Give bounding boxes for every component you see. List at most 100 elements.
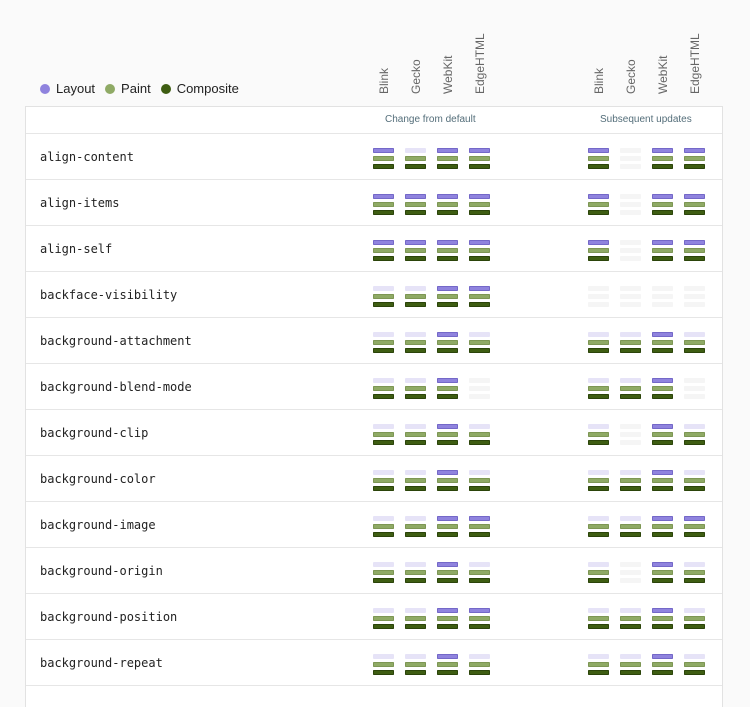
composite-bar (469, 394, 490, 399)
paint-bar (684, 478, 705, 483)
paint-bar (620, 294, 641, 299)
legend-item-layout: Layout (40, 81, 95, 96)
support-cell-subsequent-edgehtml (684, 194, 705, 215)
layout-bar (405, 286, 426, 291)
layout-bar (405, 562, 426, 567)
paint-bar (437, 616, 458, 621)
composite-bar (620, 624, 641, 629)
layout-bar (373, 378, 394, 383)
paint-bar (373, 340, 394, 345)
layout-bar (620, 148, 641, 153)
composite-bar (469, 486, 490, 491)
paint-bar (469, 570, 490, 575)
support-cell-subsequent-gecko (620, 516, 641, 537)
support-cell-change-edgehtml (469, 286, 490, 307)
layout-bar (684, 240, 705, 245)
composite-bar (684, 532, 705, 537)
composite-bar (469, 348, 490, 353)
support-cell-subsequent-blink (588, 654, 609, 675)
support-cell-subsequent-blink (588, 240, 609, 261)
support-cell-subsequent-gecko (620, 608, 641, 629)
composite-bar (373, 440, 394, 445)
composite-bar (588, 532, 609, 537)
support-cell-subsequent-webkit (652, 378, 673, 399)
support-cell-change-gecko (405, 516, 426, 537)
composite-bar (684, 302, 705, 307)
layout-bar (652, 194, 673, 199)
paint-bar (437, 432, 458, 437)
paint-bar (437, 524, 458, 529)
support-cell-change-gecko (405, 562, 426, 583)
layout-bar (469, 654, 490, 659)
composite-bar (437, 394, 458, 399)
layout-bar (437, 516, 458, 521)
paint-bar (684, 386, 705, 391)
layout-bar (437, 332, 458, 337)
paint-bar (588, 340, 609, 345)
support-cell-subsequent-blink (588, 194, 609, 215)
support-cell-subsequent-webkit (652, 286, 673, 307)
composite-bar (405, 624, 426, 629)
support-cell-change-edgehtml (469, 332, 490, 353)
composite-bar (652, 302, 673, 307)
layout-bar (588, 240, 609, 245)
paint-bar (652, 570, 673, 575)
composite-bar (588, 164, 609, 169)
support-cell-subsequent-gecko (620, 332, 641, 353)
composite-bar (652, 624, 673, 629)
paint-bar (588, 524, 609, 529)
layout-bar (469, 562, 490, 567)
layout-bar (469, 286, 490, 291)
property-name: background-origin (40, 564, 163, 578)
paint-bar (405, 478, 426, 483)
layout-bar (684, 562, 705, 567)
composite-bar (684, 256, 705, 261)
support-cell-change-edgehtml (469, 148, 490, 169)
support-cell-subsequent-blink (588, 470, 609, 491)
composite-bar (373, 624, 394, 629)
composite-bar (469, 624, 490, 629)
composite-bar (405, 394, 426, 399)
layout-bar (684, 332, 705, 337)
composite-bar (373, 302, 394, 307)
paint-bar (373, 570, 394, 575)
layout-bar (684, 470, 705, 475)
paint-bar (588, 432, 609, 437)
composite-bar (588, 394, 609, 399)
composite-bar (373, 578, 394, 583)
paint-bar (437, 248, 458, 253)
support-cell-change-gecko (405, 654, 426, 675)
support-cell-subsequent-blink (588, 148, 609, 169)
composite-bar (437, 670, 458, 675)
paint-bar (588, 570, 609, 575)
layout-bar (620, 240, 641, 245)
composite-bar (437, 348, 458, 353)
paint-bar (405, 294, 426, 299)
paint-bar (373, 524, 394, 529)
layout-bar (469, 470, 490, 475)
paint-bar (588, 156, 609, 161)
layout-bar (373, 562, 394, 567)
layout-bar (652, 516, 673, 521)
composite-bar (652, 164, 673, 169)
paint-bar (373, 386, 394, 391)
composite-bar (437, 302, 458, 307)
support-cell-subsequent-blink (588, 608, 609, 629)
composite-bar (684, 210, 705, 215)
paint-bar (684, 248, 705, 253)
paint-bar (469, 662, 490, 667)
paint-bar (373, 202, 394, 207)
support-cell-subsequent-edgehtml (684, 470, 705, 491)
paint-bar (620, 662, 641, 667)
composite-bar (469, 302, 490, 307)
paint-bar (373, 294, 394, 299)
composite-bar (469, 440, 490, 445)
composite-bar (652, 532, 673, 537)
paint-bar (469, 616, 490, 621)
support-cell-subsequent-webkit (652, 240, 673, 261)
layout-bar (405, 470, 426, 475)
property-name: background-position (40, 610, 178, 624)
support-cell-change-gecko (405, 240, 426, 261)
support-cell-change-edgehtml (469, 424, 490, 445)
paint-bar (684, 616, 705, 621)
